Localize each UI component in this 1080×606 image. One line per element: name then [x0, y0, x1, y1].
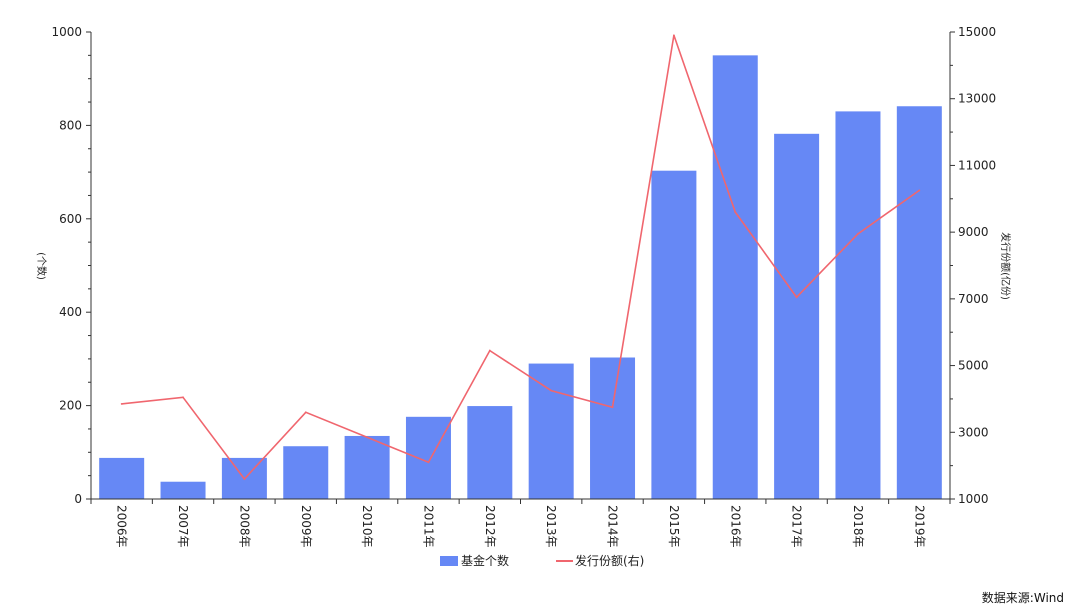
axes [90, 32, 951, 500]
legend-swatch-bar [440, 556, 458, 566]
bar-series [99, 55, 942, 500]
x-tick-label: 2013年 [544, 505, 558, 548]
left-tick-label: 800 [59, 118, 82, 132]
x-tick-label: 2017年 [790, 505, 804, 548]
x-tick-label: 2012年 [483, 505, 497, 548]
line-point [120, 403, 123, 405]
bar [896, 106, 942, 500]
x-tick-label: 2009年 [299, 505, 313, 548]
source-note: 数据来源:Wind [982, 590, 1064, 605]
line-point [488, 349, 491, 352]
left-axis-ticks: 0 200 400 600 800 1000 [51, 25, 91, 506]
bar [774, 133, 820, 499]
line-point [734, 211, 737, 214]
bar [651, 170, 697, 499]
line-point [857, 232, 859, 235]
x-tick-label: 2007年 [176, 505, 190, 548]
line-series [120, 34, 921, 481]
right-tick-label: 15000 [958, 25, 996, 39]
legend-label-bar: 基金个数 [461, 553, 509, 568]
line-point [672, 34, 675, 37]
bar [405, 416, 451, 499]
x-tick-label: 2015年 [667, 505, 681, 548]
x-tick-label: 2014年 [606, 505, 620, 548]
right-axis-ticks: 1000 3000 5000 7000 9000 11000 13000 15000 [950, 25, 996, 506]
legend: 基金个数 发行份额(右) [440, 553, 644, 568]
left-tick-label: 200 [59, 399, 82, 413]
line-point [611, 406, 614, 409]
x-tick-label: 2010年 [360, 505, 374, 548]
line-point [918, 189, 921, 192]
line-point [304, 411, 307, 414]
right-tick-label: 5000 [958, 359, 989, 373]
x-tick-label: 2016年 [728, 505, 742, 548]
x-tick-label: 2006年 [115, 505, 129, 548]
bar [99, 457, 145, 499]
bar [283, 446, 329, 499]
line-point [182, 396, 184, 399]
x-tick-label: 2011年 [422, 505, 436, 548]
right-tick-label: 13000 [958, 92, 996, 106]
series-line [121, 35, 920, 481]
line-point [427, 461, 430, 464]
right-tick-label: 3000 [958, 425, 989, 439]
right-tick-label: 11000 [958, 158, 996, 172]
bar [344, 435, 390, 499]
x-axis-ticks: 2006年 2007年 2008年 2009年 2010年 2011年 2012年 2013年… [90, 499, 951, 548]
line-point [550, 389, 553, 392]
bar [712, 55, 758, 499]
right-axis-title: 发行份额(亿份) [999, 232, 1012, 300]
right-tick-label: 7000 [958, 292, 989, 306]
line-point [243, 478, 246, 480]
bar [467, 406, 513, 499]
right-tick-label: 9000 [958, 225, 989, 239]
left-tick-label: 0 [74, 492, 82, 506]
x-tick-label: 2008年 [237, 505, 251, 548]
bar [835, 111, 881, 499]
x-tick-label: 2019年 [912, 505, 926, 548]
left-tick-label: 400 [59, 305, 82, 319]
legend-label-line: 发行份额(右) [575, 553, 644, 568]
left-tick-label: 600 [59, 212, 82, 226]
bar [590, 357, 636, 499]
bar [528, 363, 574, 499]
line-point [366, 436, 369, 439]
left-axis-title: (个数) [35, 252, 48, 280]
left-tick-label: 1000 [51, 25, 82, 39]
bar [160, 481, 206, 499]
x-tick-label: 2018年 [851, 505, 865, 548]
line-point [795, 296, 798, 299]
right-tick-label: 1000 [958, 492, 989, 506]
